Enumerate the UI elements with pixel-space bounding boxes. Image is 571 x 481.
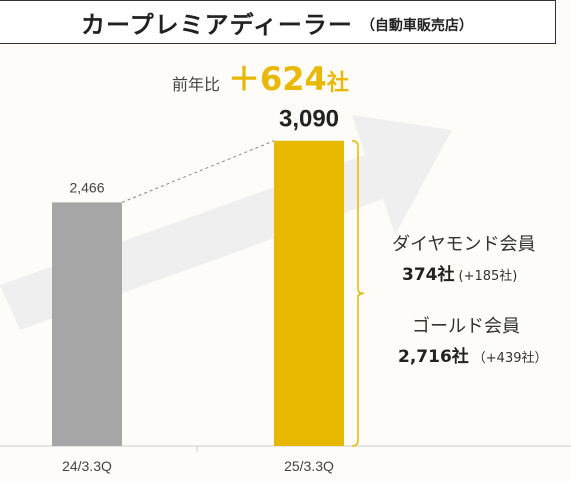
bars-group: 2,466 24/3.3Q 3,090 25/3.3Q: [52, 106, 344, 474]
title-box: カープレミアディーラー （自動車販売店）: [0, 0, 556, 44]
x-tick-label: 24/3.3Q: [62, 458, 112, 474]
bar-25/3.3Q: [274, 140, 344, 446]
yoy-callout: 前年比 ＋624 社: [172, 54, 349, 100]
diamond-member-label: ダイヤモンド会員: [392, 234, 536, 255]
yoy-value: ＋624: [228, 60, 327, 98]
x-tick-label: 25/3.3Q: [284, 458, 334, 474]
diamond-member-delta: (+185社): [458, 269, 518, 284]
gold-member-block: ゴールド会員 2,716社 （+439社）: [398, 312, 548, 367]
bar-value-label: 3,090: [279, 106, 339, 133]
bracket-path: [351, 139, 365, 447]
yoy-label: 前年比: [172, 75, 221, 94]
growth-connector-line: [121, 140, 275, 203]
page-subtitle: （自動車販売店）: [360, 18, 473, 34]
yoy-unit: 社: [326, 71, 349, 96]
breakdown-bracket: [351, 139, 365, 447]
bar-24/3.3Q: [52, 202, 122, 446]
diamond-member-block: ダイヤモンド会員 374社 (+185社): [392, 230, 535, 285]
page-title: カープレミアディーラー: [81, 10, 353, 39]
gold-member-delta: （+439社）: [472, 351, 548, 366]
gold-member-label: ゴールド会員: [412, 316, 520, 337]
gold-member-count: 2,716社: [398, 347, 469, 367]
diamond-member-count: 374社: [402, 265, 455, 285]
bar-value-label: 2,466: [69, 179, 104, 195]
